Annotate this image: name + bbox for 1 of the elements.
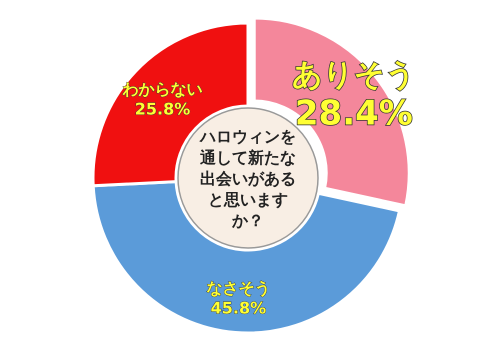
text: ハロウィンを通して新たな出会いがあると思いますか？: [198, 126, 297, 232]
